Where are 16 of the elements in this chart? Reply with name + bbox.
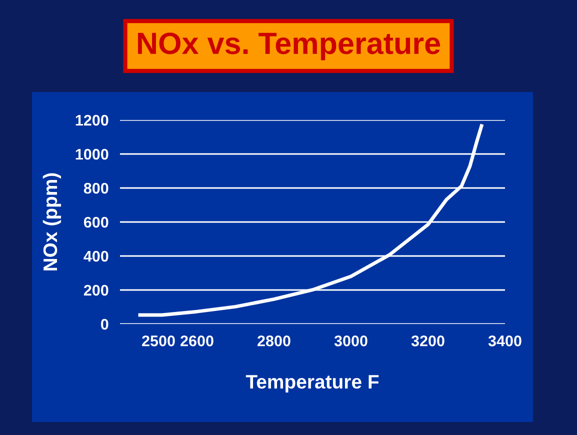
y-tick-label: 200 [84,284,108,296]
y-tick-label: 600 [84,216,108,228]
y-tick-label: 1200 [76,114,108,126]
y-axis-title: NOx (ppm) [42,173,62,270]
x-tick-label: 3000 [334,336,368,346]
y-tick-label: 0 [100,318,108,330]
y-tick-label: 1000 [76,148,108,160]
x-tick-label: 2800 [258,336,290,346]
x-axis-title: Temperature F [246,375,379,392]
x-tick-label: 2500 [142,336,175,346]
x-tick-label: 3400 [488,336,522,346]
chart-title: NOx vs. Temperature [138,32,440,60]
y-tick-label: 400 [84,250,108,262]
x-tick-label: 2600 [180,336,214,346]
x-tick-label: 3200 [411,336,444,346]
y-tick-label: 800 [84,182,108,194]
